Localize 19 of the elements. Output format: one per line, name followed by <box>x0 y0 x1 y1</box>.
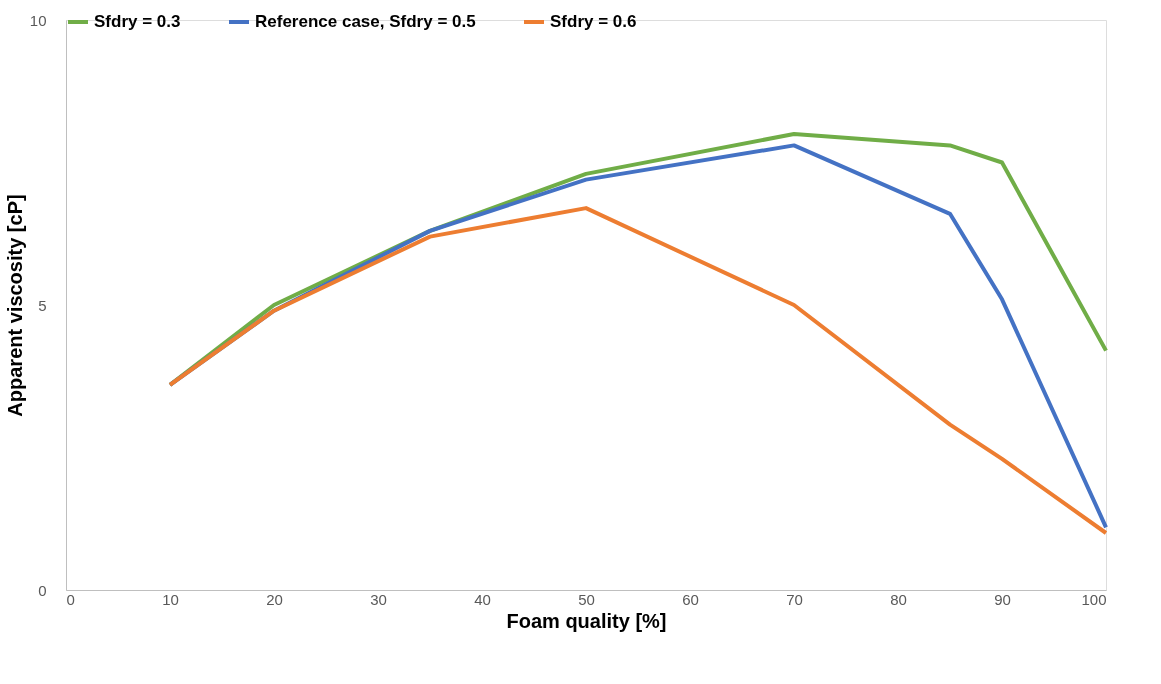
x-tick-label: 60 <box>682 590 699 608</box>
x-tick-label: 20 <box>266 590 283 608</box>
x-tick-label: 100 <box>1081 590 1107 608</box>
x-tick-label: 80 <box>890 590 907 608</box>
line-series <box>168 206 1108 535</box>
y-tick-label: 10 <box>29 11 47 29</box>
x-tick-label: 30 <box>370 590 387 608</box>
x-tick-label: 50 <box>578 590 595 608</box>
legend-label: Sfdry = 0.3 <box>94 12 181 31</box>
x-tick-label: 10 <box>162 590 179 608</box>
y-axis-title: Apparent viscosity [cP] <box>3 194 26 417</box>
x-tick-label: 70 <box>786 590 803 608</box>
legend-label: Sfdry = 0.6 <box>550 12 637 31</box>
x-tick-label: 40 <box>474 590 491 608</box>
x-tick-label: 0 <box>66 590 75 608</box>
x-tick-label: 90 <box>994 590 1011 608</box>
x-axis-title: Foam quality [%] <box>506 609 667 632</box>
y-tick-label: 5 <box>38 296 47 314</box>
legend-label: Reference case, Sfdry = 0.5 <box>255 12 476 31</box>
